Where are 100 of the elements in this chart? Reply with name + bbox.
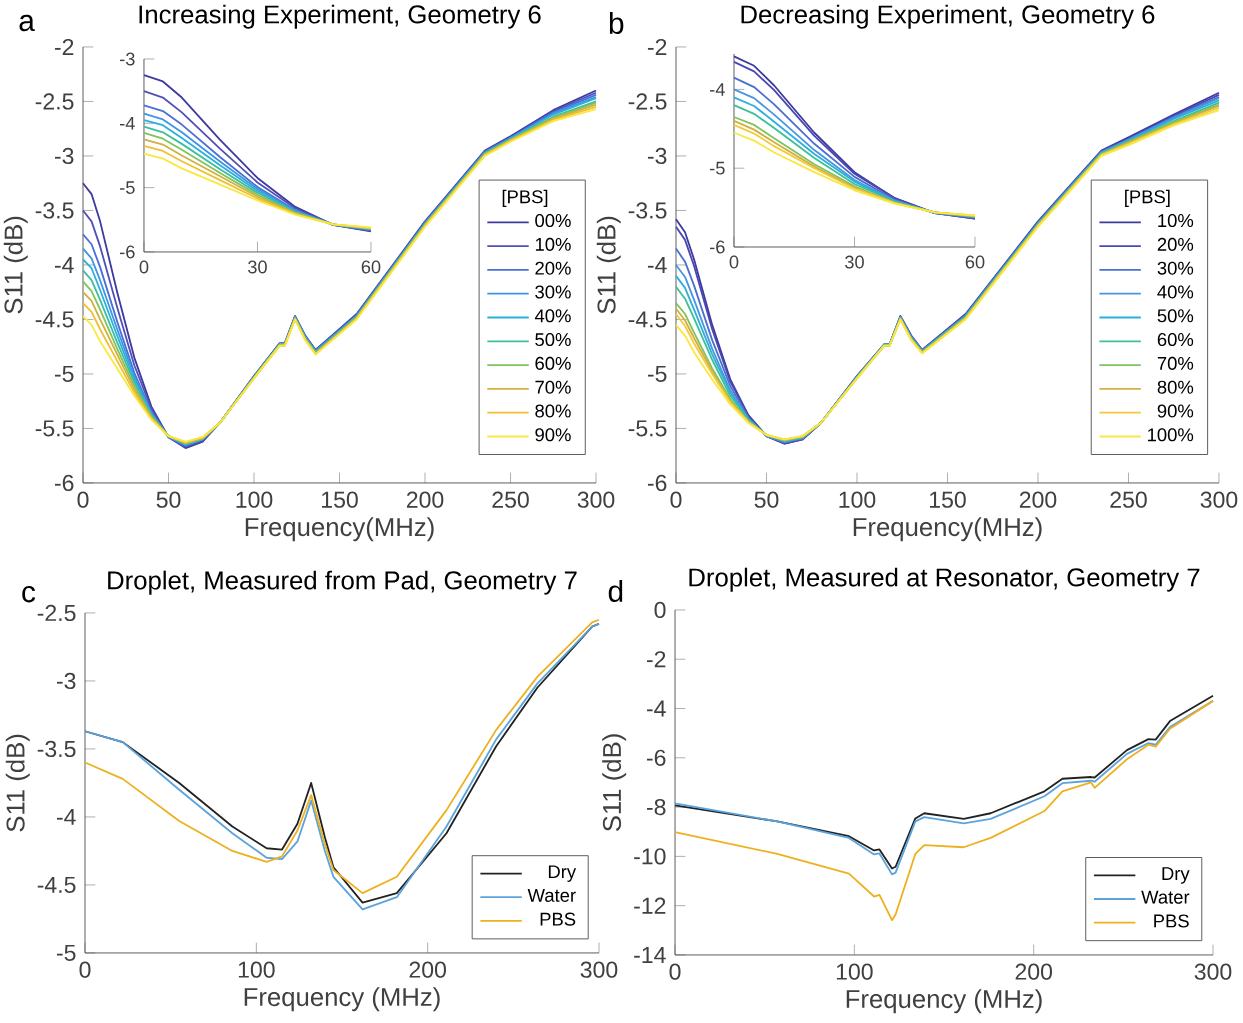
x-tick-label: 0 — [139, 260, 149, 274]
legend-label: 70% — [1157, 356, 1194, 370]
legend-label: 80% — [535, 404, 571, 418]
y-tick-label: -6 — [54, 474, 74, 492]
x-tick-label: 100 — [836, 963, 873, 980]
x-tick-label: 30 — [845, 255, 864, 269]
y-tick-label: -2.5 — [37, 604, 76, 622]
y-tick-label: -2 — [646, 651, 666, 668]
y-tick-label: -5 — [710, 161, 725, 175]
y-axis-title: S11 (dB) — [5, 734, 30, 832]
y-tick-label: -6 — [120, 245, 135, 259]
text: b — [609, 12, 624, 34]
y-tick-label: -2.5 — [35, 93, 74, 110]
x-tick-label: 0 — [729, 255, 739, 269]
legend-label: 30% — [1157, 261, 1194, 275]
y-tick-label: -5 — [120, 181, 135, 195]
chart-title: Droplet, Measured from Pad, Geometry 7 — [108, 570, 577, 595]
y-tick-label: -12 — [634, 897, 666, 914]
text: c — [22, 586, 36, 603]
y-tick-label: -14 — [634, 947, 666, 963]
y-tick-label: -5 — [54, 365, 74, 383]
x-tick-label: 300 — [580, 961, 618, 978]
legend-label: Dry — [1162, 867, 1190, 884]
x-tick-label: 300 — [1200, 491, 1238, 508]
y-tick-label: -2 — [54, 38, 74, 56]
y-tick-label: -6 — [647, 474, 667, 492]
y-tick-label: -4 — [54, 257, 74, 273]
x-tick-label: 200 — [1019, 491, 1057, 508]
x-tick-label: 250 — [492, 491, 529, 508]
x-axis-title: Frequency (MHz) — [244, 987, 440, 1012]
x-tick-label: 50 — [156, 491, 181, 508]
y-tick-label: -3 — [647, 147, 667, 165]
y-tick-label: -4 — [646, 700, 666, 717]
chart-title: Decreasing Experiment, Geometry 6 — [741, 4, 1155, 29]
legend-label: 100% — [1148, 428, 1194, 442]
legend-label: 60% — [1157, 333, 1194, 347]
y-tick-label: -3 — [54, 147, 74, 165]
x-tick-label: 150 — [930, 491, 966, 508]
legend-label: 80% — [1157, 380, 1194, 394]
legend-label: 90% — [535, 428, 571, 442]
y-tick-label: -4 — [710, 83, 725, 96]
x-tick-label: 0 — [670, 491, 682, 508]
x-tick-label: 0 — [669, 963, 681, 980]
legend-label: Dry — [548, 865, 577, 882]
x-tick-label: 60 — [361, 260, 381, 274]
text: d — [608, 580, 623, 602]
x-axis-title: Frequency(MHz) — [853, 517, 1042, 542]
legend-label: PBS — [540, 912, 576, 926]
x-axis-title: Frequency (MHz) — [846, 989, 1042, 1014]
x-tick-label: 100 — [236, 491, 273, 508]
y-tick-label: -4 — [647, 257, 667, 273]
y-tick-label: -10 — [634, 848, 666, 865]
y-tick-label: -2 — [647, 38, 667, 56]
legend-label: PBS — [1154, 914, 1189, 928]
legend-label: 60% — [535, 356, 571, 370]
y-tick-label: -2.5 — [628, 93, 667, 110]
y-tick-label: -6 — [646, 749, 666, 766]
y-tick-label: -4.5 — [37, 876, 76, 894]
y-tick-label: -5.5 — [628, 420, 667, 437]
x-tick-label: 200 — [409, 961, 446, 978]
legend-label: 20% — [1157, 237, 1194, 251]
chart-title: Droplet, Measured at Resonator, Geometry 7 — [689, 567, 1200, 592]
y-tick-label: -3.5 — [37, 740, 76, 758]
x-tick-label: 250 — [1110, 491, 1147, 508]
legend-label: 30% — [535, 285, 571, 299]
legend-title: [PBS] — [502, 189, 548, 207]
legend-label: 70% — [535, 380, 571, 394]
x-tick-label: 30 — [248, 260, 267, 274]
y-tick-label: -5.5 — [35, 420, 74, 437]
y-tick-label: -3 — [56, 672, 76, 690]
legend-label: 40% — [534, 309, 571, 323]
x-tick-label: 0 — [77, 491, 89, 508]
y-tick-label: -8 — [646, 798, 666, 816]
x-tick-label: 100 — [839, 491, 876, 508]
legend-label: 00% — [535, 214, 571, 228]
legend-label: 50% — [535, 333, 571, 347]
y-tick-label: -4.5 — [35, 311, 74, 328]
y-tick-label: -4 — [56, 809, 76, 825]
y-tick-label: -4.5 — [628, 311, 667, 328]
y-tick-label: 0 — [654, 601, 666, 619]
y-tick-label: -3 — [120, 52, 135, 66]
y-axis-title: S11 (dB) — [602, 734, 627, 832]
legend-label: 40% — [1157, 285, 1194, 299]
x-axis-title: Frequency(MHz) — [245, 517, 434, 542]
y-tick-label: -6 — [710, 240, 725, 254]
legend-label: 10% — [1158, 214, 1194, 228]
x-tick-label: 50 — [754, 491, 779, 508]
legend-label: 50% — [1157, 309, 1194, 323]
y-tick-label: -4 — [120, 117, 135, 130]
text: a — [19, 14, 35, 32]
legend-label: 20% — [535, 261, 571, 275]
legend-label: 10% — [535, 237, 571, 251]
x-tick-label: 300 — [577, 491, 615, 508]
y-axis-title: S11 (dB) — [3, 216, 28, 314]
x-tick-label: 150 — [322, 491, 358, 508]
y-tick-label: -5 — [647, 365, 667, 383]
legend-label: 90% — [1157, 404, 1194, 418]
y-tick-label: -5 — [56, 944, 76, 962]
legend-label: Water — [527, 889, 576, 902]
y-tick-label: -3.5 — [35, 202, 74, 219]
